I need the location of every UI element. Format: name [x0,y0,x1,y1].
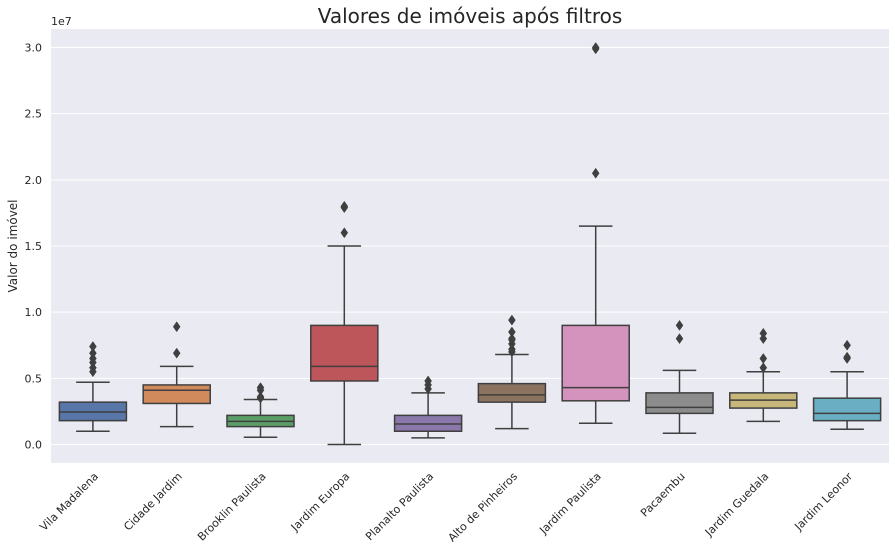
box-group [729,327,798,423]
box [142,384,211,405]
outlier-point [172,347,181,359]
y-axis-label: Valor do imóvel [6,199,20,292]
outlier-point [256,391,265,403]
x-tick-label: Cidade Jardim [121,470,184,533]
outlier-point [89,347,97,359]
y-tick-label: 1.5 [25,240,43,253]
box-group [393,375,463,439]
outlier-point [675,333,684,345]
outlier-point [256,382,265,394]
y-tick-labels: 0.0 0.5 1.0 1.5 2.0 2.5 3.0 [25,42,43,452]
outlier-point [89,341,97,352]
outlier-point [508,333,516,345]
box-group [226,382,295,438]
outlier-point [591,42,600,53]
x-tick-label: Brooklin Paulista [195,470,269,544]
grid-lines [51,47,889,445]
outlier-point [675,319,684,331]
x-tick-labels: Vila Madalena Cidade Jardim Brooklin Pauli… [37,470,855,545]
box-group [58,341,128,432]
y-tick-label: 0.0 [25,438,43,451]
outlier-point [843,351,851,363]
y-offset-label: 1e7 [51,15,72,28]
box-group [561,42,630,425]
outlier-point [340,200,349,212]
box-group [645,319,714,434]
outlier-point [508,314,516,326]
boxes [58,42,882,446]
box-group [142,321,211,428]
y-tick-label: 3.0 [25,42,43,55]
box [310,324,379,382]
x-tick-label: Jardim Guedala [702,470,772,540]
x-tick-label: Alto de Pinheiros [446,470,521,545]
box-group [477,314,547,430]
y-tick-label: 2.5 [25,108,43,121]
x-tick-label: Jardim Paulista [536,470,603,537]
outlier-point [508,326,516,338]
box [477,382,547,403]
outlier-point [759,362,768,374]
box-group [812,339,882,431]
outlier-point [759,353,768,364]
y-tick-label: 0.5 [25,372,43,385]
x-tick-label: Planalto Paulista [363,470,436,543]
outlier-point [424,375,432,387]
box-group [310,200,379,446]
outlier-point [340,227,349,239]
outlier-point [591,167,600,179]
box [561,324,630,402]
y-tick-label: 2.0 [25,174,43,187]
x-tick-label: Jardim Europa [288,470,353,535]
x-tick-label: Pacaembu [638,470,688,520]
outlier-point [843,339,851,351]
x-tick-label: Jardim Leonor [791,470,855,534]
outlier-point [172,321,181,333]
y-tick-label: 1.0 [25,306,43,319]
box [645,392,714,415]
chart-title: Valores de imóveis após filtros [318,4,623,28]
x-tick-label: Vila Madalena [37,470,101,534]
box [812,397,882,422]
outlier-point [759,327,768,339]
